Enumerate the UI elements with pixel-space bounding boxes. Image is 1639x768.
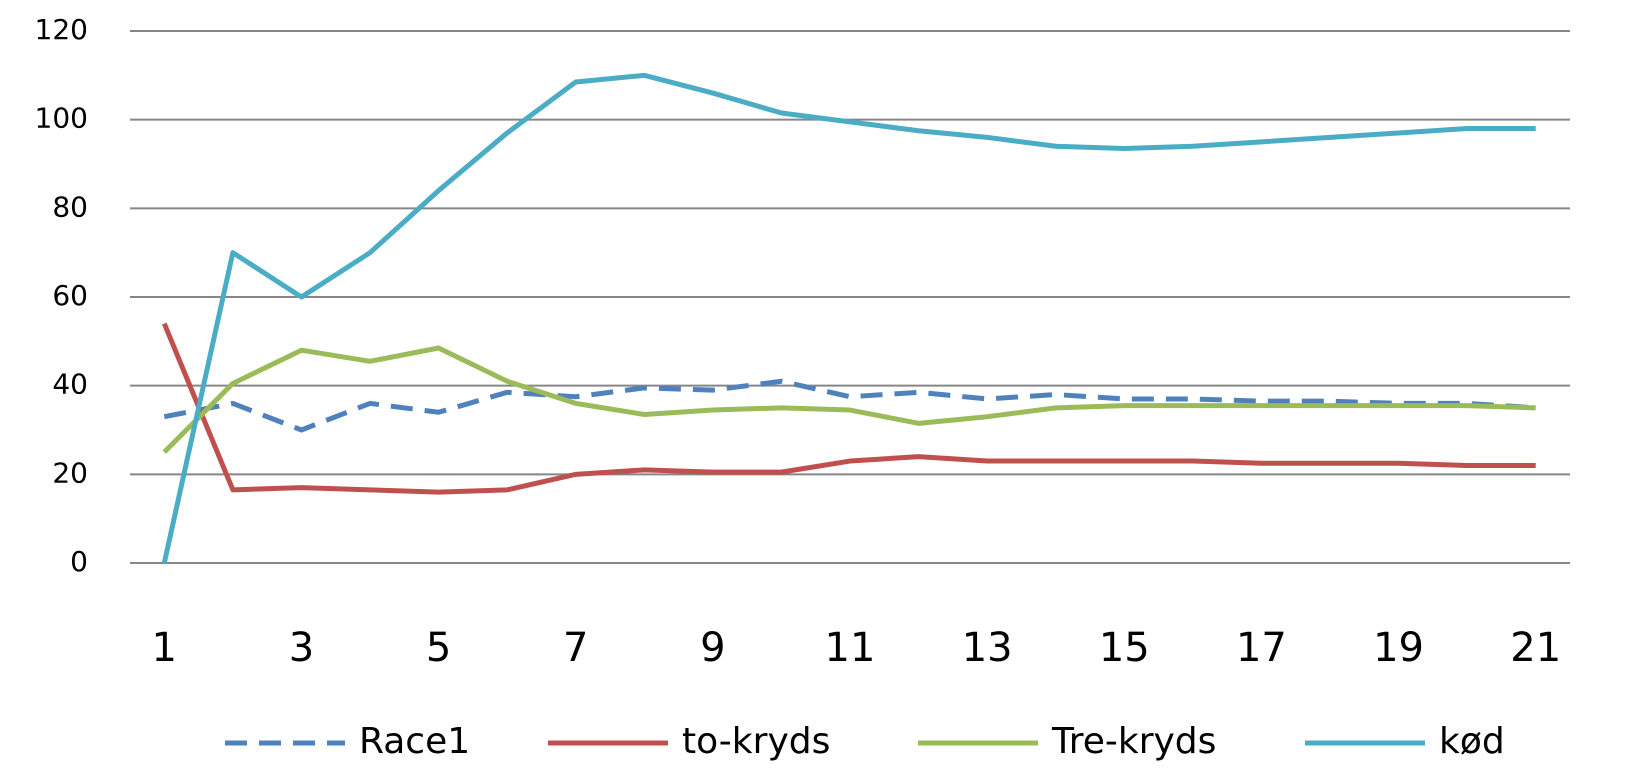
- x-tick-label: 21: [1510, 625, 1561, 671]
- x-tick-label: 7: [563, 625, 588, 671]
- x-tick-label: 5: [426, 625, 451, 671]
- series-line: [161, 322, 1536, 495]
- y-tick-label: 120: [35, 13, 88, 46]
- x-tick-label: 13: [962, 625, 1013, 671]
- y-tick-label: 80: [52, 190, 88, 223]
- x-tick-label: 17: [1236, 625, 1287, 671]
- x-tick-label: 3: [289, 625, 314, 671]
- x-tick-label: 1: [152, 625, 177, 671]
- series-line: [161, 72, 1536, 564]
- y-tick-label: 60: [52, 279, 88, 312]
- x-tick-label: 9: [700, 625, 725, 671]
- y-tick-label: 40: [52, 368, 88, 401]
- legend-label: Tre-kryds: [1051, 721, 1216, 762]
- series-line: [162, 345, 1536, 454]
- y-tick-label: 0: [70, 545, 88, 578]
- y-tick-label: 20: [52, 456, 88, 489]
- y-tick-label: 100: [35, 102, 88, 135]
- legend-label: to-kryds: [682, 721, 830, 762]
- x-tick-label: 19: [1373, 625, 1424, 671]
- legend-label: kød: [1439, 721, 1505, 762]
- x-tick-label: 15: [1099, 625, 1150, 671]
- x-tick-label: 11: [825, 625, 876, 671]
- series-line: [163, 378, 1536, 433]
- legend-label: Race1: [359, 721, 470, 762]
